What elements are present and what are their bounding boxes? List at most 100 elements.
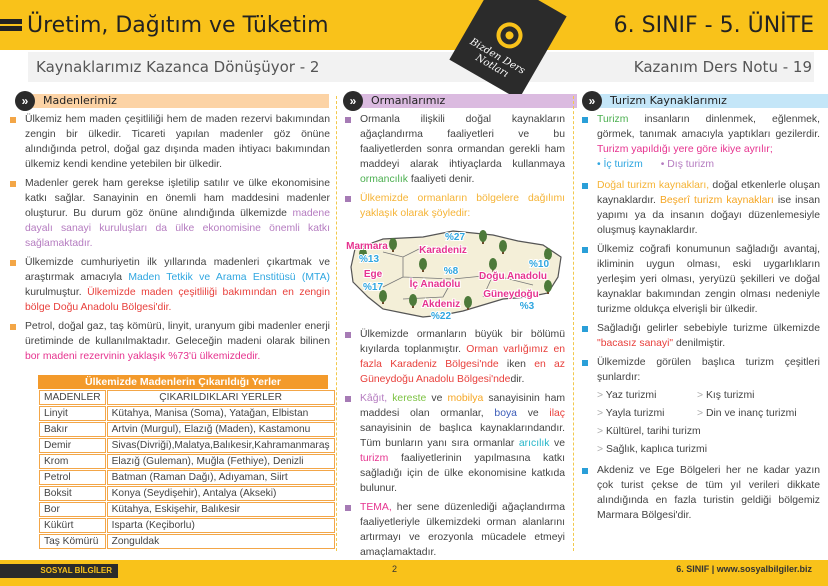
- forests-column-bottom: Ülkemizde ormanların büyük bir bölümü kı…: [343, 327, 565, 564]
- target-icon: [491, 17, 528, 54]
- minerals-column: Ülkemiz hem maden çeşitliliği hem de mad…: [8, 112, 330, 368]
- table-cell: Petrol: [39, 470, 106, 485]
- section-header-tourism: » Turizm Kaynaklarımız: [582, 91, 828, 111]
- text-segment: en az Güneydoğu Anadolu Bölgesi'nde: [360, 359, 565, 385]
- table-cell: Artvin (Murgul), Elazığ (Maden), Kastamo…: [106, 422, 335, 437]
- text-segment: Ormanla ilişkili doğal kaynakların ağaçl…: [360, 114, 565, 170]
- table-cell: Bor: [39, 502, 106, 517]
- chevron-right-icon: >: [697, 390, 706, 401]
- tourism-kind-label: Din ve inanç turizmi: [705, 408, 797, 419]
- forests-column-top: Ormanla ilişkili doğal kaynakların ağaçl…: [343, 112, 565, 225]
- tourism-types: • İç turizm • Dış turizm: [580, 157, 820, 172]
- text-segment: Maden Tetkik ve Arama Enstitüsü (MTA): [128, 272, 330, 283]
- bullet-paragraph: Ülkemizde cumhuriyetin ilk yıllarında ma…: [8, 255, 330, 315]
- tourism-kind-item: > Yaz turizmi: [597, 387, 697, 405]
- table-row: Linyit Kütahya, Manisa (Soma), Yatağan, E…: [39, 406, 335, 421]
- text-segment: Ülkemizde maden çeşitliliği bakımından e…: [25, 287, 330, 313]
- table-cell: Isparta (Keçiborlu): [106, 518, 335, 533]
- map-region-label: Doğu Anadolu: [479, 271, 547, 282]
- chevron-double-icon: »: [343, 91, 363, 111]
- map-region-label: İç Anadolu: [410, 277, 461, 290]
- page-title: Üretim, Dağıtım ve Tüketim: [27, 13, 329, 38]
- text-segment: faaliyetlerinin yapılmasına katkı sağlad…: [360, 453, 565, 494]
- bullet-paragraph: Akdeniz ve Ege Bölgeleri her ne kadar ya…: [580, 463, 820, 523]
- tourism-kind-label: Kültürel, tarihi turizm: [605, 426, 701, 437]
- tree-icon: [489, 258, 497, 272]
- text-segment: Ülkemiz coğrafi konumunun sağladığı avan…: [597, 244, 820, 315]
- chevron-double-icon: »: [582, 91, 602, 111]
- tree-icon: [419, 258, 427, 272]
- chevron-right-icon: >: [597, 444, 606, 455]
- text-segment: doğal etkenlerle oluşan kaynaklardır.: [597, 180, 820, 206]
- text-segment: ormancılık: [360, 174, 408, 185]
- text-segment: Ülkemizde görülen başlıca turizm çeşitle…: [597, 357, 820, 383]
- section-title: Ormanlarımız: [359, 94, 577, 108]
- table-row: Demir Sivas(Divriği),Malatya,Balıkesir,Ka…: [39, 438, 335, 453]
- text-segment: Ülkemiz hem maden çeşitliliği hem de mad…: [25, 114, 330, 170]
- table-cell: Krom: [39, 454, 106, 469]
- tree-icon: [379, 290, 387, 304]
- bullet-paragraph: Ülkemiz hem maden çeşitliliği hem de mad…: [8, 112, 330, 172]
- bullet-paragraph: Ormanla ilişkili doğal kaynakların ağaçl…: [343, 112, 565, 187]
- map-percent-label: %8: [444, 266, 459, 277]
- table-cell: Sivas(Divriği),Malatya,Balıkesir,Kahrama…: [106, 438, 335, 453]
- lesson-note-number: Kazanım Ders Notu - 19: [633, 58, 812, 76]
- tree-icon: [464, 296, 472, 310]
- text-segment: mobilya: [447, 393, 484, 404]
- table-cell: Taş Kömürü: [39, 534, 106, 549]
- footer-band: SOSYAL BİLGİLER 2 6. SINIF | www.sosyalb…: [0, 560, 828, 586]
- column-header: MADENLER: [39, 390, 106, 405]
- table-row: Bakır Artvin (Murgul), Elazığ (Maden), Ka…: [39, 422, 335, 437]
- chevron-right-icon: >: [597, 408, 606, 419]
- bullet-paragraph: Ülkemiz coğrafi konumunun sağladığı avan…: [580, 242, 820, 317]
- tourism-kind-label: Kış turizmi: [705, 390, 755, 401]
- table-cell: Kütahya, Eskişehir, Balıkesir: [106, 502, 335, 517]
- text-segment: ve: [426, 393, 448, 404]
- tourism-kind-label: Yayla turizmi: [605, 408, 665, 419]
- subtitle: Kaynaklarımız Kazanca Dönüşüyor - 2: [36, 58, 320, 76]
- map-percent-label: %17: [363, 282, 383, 293]
- map-percent-label: %22: [431, 311, 451, 322]
- map-region-label: Akdeniz: [422, 299, 460, 310]
- text-segment: Turizm yapıldığı yere göre ikiye ayrılır…: [597, 144, 773, 155]
- map-percent-label: %3: [520, 301, 535, 312]
- tourism-kinds-list: > Yaz turizmi > Kış turizmi> Yayla turizm…: [580, 387, 820, 459]
- bullet-paragraph: Petrol, doğal gaz, taş kömürü, linyit, u…: [8, 319, 330, 364]
- text-segment: Kâğıt,: [360, 393, 388, 404]
- text-segment: insanların dinlenmek, eğlenmek, görmek, …: [597, 114, 820, 140]
- tree-icon: [359, 248, 367, 262]
- tourism-type: • İç turizm: [597, 159, 643, 170]
- table-row: Petrol Batman (Raman Dağı), Adıyaman, Sii…: [39, 470, 335, 485]
- table-cell: Konya (Seydişehir), Antalya (Akseki): [106, 486, 335, 501]
- table-cell: Kütahya, Manisa (Soma), Yatağan, Elbista…: [106, 406, 335, 421]
- tourism-kind-item: > Yayla turizmi: [597, 405, 697, 423]
- bullet-paragraph: Doğal turizm kaynakları, doğal etkenlerl…: [580, 178, 820, 238]
- text-segment: faaliyeti denir.: [407, 174, 475, 185]
- map-outline: [350, 230, 562, 318]
- tourism-kind-item: > Kültürel, tarihi turizm: [597, 423, 817, 441]
- map-region-label: Karadeniz: [419, 245, 467, 256]
- map-region-label: Marmara: [346, 241, 388, 252]
- bullet-paragraph: Sağladığı gelirler sebebiyle turizme ülk…: [580, 321, 820, 351]
- section-header-minerals: » Madenlerimiz: [15, 91, 329, 111]
- table-header-row: MADENLER ÇIKARILDIKLARI YERLER: [39, 390, 335, 405]
- text-segment: Petrol, doğal gaz, taş kömürü, linyit, u…: [25, 321, 330, 347]
- text-segment: ilaç: [549, 408, 565, 419]
- tourism-kind-item: > Sağlık, kaplıca turizmi: [597, 441, 817, 459]
- tourism-type: • Dış turizm: [660, 159, 715, 170]
- chevron-double-icon: »: [15, 91, 35, 111]
- column-divider: [573, 96, 574, 551]
- text-segment: TEMA,: [360, 502, 392, 513]
- table-cell: Boksit: [39, 486, 106, 501]
- tree-icon: [389, 238, 397, 252]
- text-segment: Sağladığı gelirler sebebiyle turizme ülk…: [597, 323, 820, 334]
- text-segment: Ülkemizde ormanların büyük bir bölümü kı…: [360, 329, 565, 355]
- text-segment: kurulmuştur.: [25, 287, 88, 298]
- text-segment: sanayisinin ham maddesi olan ormanlar,: [360, 393, 566, 419]
- turkey-forest-map: Marmara %13 Karadeniz %27 Ege %17 İç Anadolu%8…: [345, 230, 562, 323]
- column-divider: [336, 96, 337, 551]
- bullet-paragraph: Kâğıt, kereste ve mobilya sanayisinin ha…: [343, 391, 565, 496]
- map-region-label: Güneydoğu: [483, 289, 539, 300]
- table-row: Kükürt Isparta (Keçiborlu): [39, 518, 335, 533]
- minerals-table: MADENLER ÇIKARILDIKLARI YERLER Linyit Kütah…: [38, 389, 336, 550]
